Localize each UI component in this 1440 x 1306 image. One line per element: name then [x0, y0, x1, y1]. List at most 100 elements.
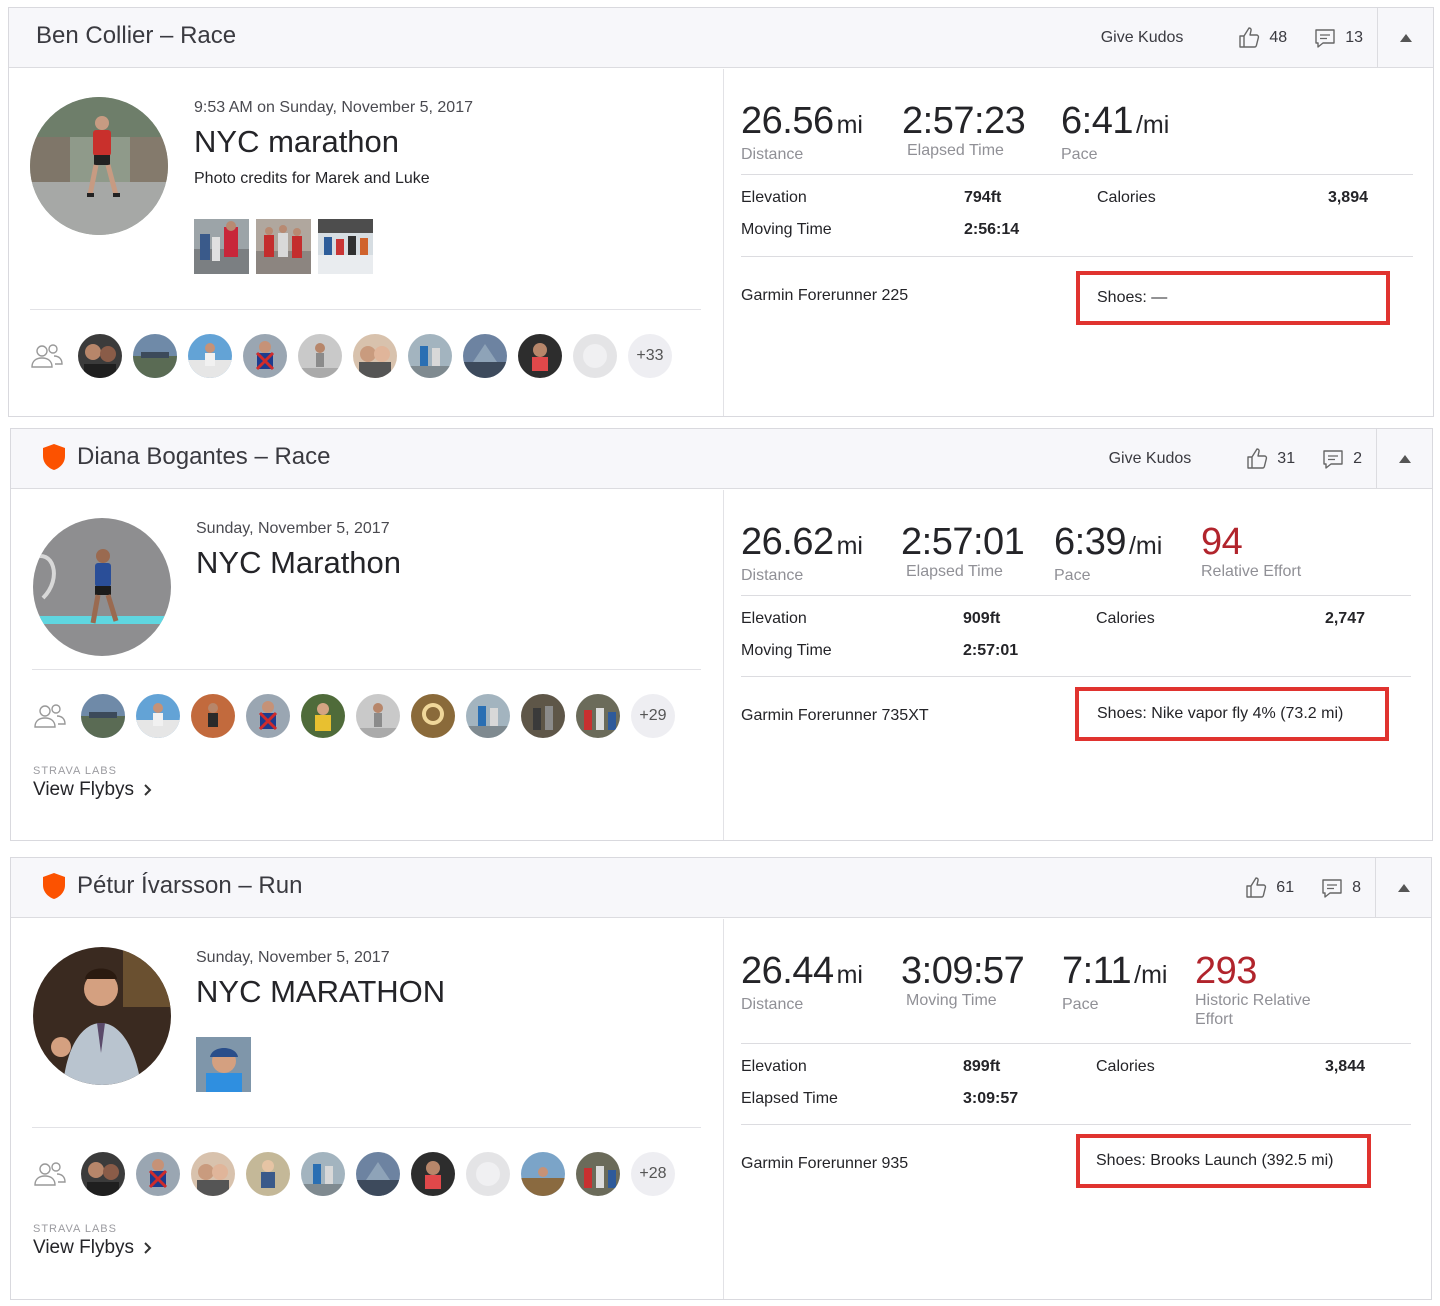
comment-count[interactable]: 2	[1321, 447, 1362, 471]
comment-count[interactable]: 13	[1313, 26, 1363, 50]
group-athlete-avatar[interactable]	[521, 694, 565, 738]
avatar[interactable]	[30, 97, 168, 235]
group-athlete-avatar[interactable]	[191, 1152, 235, 1196]
activity-title[interactable]: Pétur Ívarsson – Run	[41, 872, 302, 900]
group-athlete-avatar[interactable]	[301, 1152, 345, 1196]
activity-title-text[interactable]: Diana Bogantes – Race	[77, 443, 331, 470]
group-athlete-avatar[interactable]	[188, 334, 232, 378]
activity-card: Diana Bogantes – Race Give Kudos 31 2	[10, 428, 1433, 841]
group-athlete-avatar[interactable]	[466, 694, 510, 738]
group-athlete-avatar[interactable]	[521, 1152, 565, 1196]
view-flybys-link[interactable]: View Flybys	[33, 779, 152, 801]
stat-moving-time: 3:09:57 Moving Time	[901, 951, 1025, 1010]
card-header: Pétur Ívarsson – Run 61 8	[11, 858, 1431, 918]
group-athlete-avatar[interactable]	[518, 334, 562, 378]
elapsed-time-label: Elapsed Time	[741, 1090, 838, 1107]
activity-title[interactable]: Ben Collier – Race	[36, 22, 236, 50]
group-athlete-avatar[interactable]	[81, 694, 125, 738]
group-icon[interactable]	[33, 1160, 67, 1188]
more-athletes-count[interactable]: +29	[631, 694, 675, 738]
activity-description: Photo credits for Marek and Luke	[194, 170, 430, 187]
give-kudos-button[interactable]: Give Kudos	[1108, 450, 1192, 467]
group-athlete-avatar[interactable]	[411, 694, 455, 738]
collapse-button[interactable]	[1375, 858, 1431, 918]
group-athlete-avatar[interactable]	[298, 334, 342, 378]
activity-name[interactable]: NYC Marathon	[196, 545, 402, 580]
group-athlete-avatar[interactable]	[78, 334, 122, 378]
kudos-count[interactable]: 61	[1244, 876, 1294, 900]
calories-value: 3,894	[1327, 189, 1368, 206]
avatar[interactable]	[33, 947, 171, 1085]
thumbs-up-icon	[1247, 448, 1268, 469]
stat-label: Distance	[741, 996, 804, 1013]
group-athlete-avatar[interactable]	[356, 694, 400, 738]
activity-photo[interactable]	[194, 219, 249, 274]
divider	[741, 1043, 1411, 1044]
chevron-right-icon	[144, 1242, 152, 1254]
divider	[741, 595, 1411, 596]
activity-title[interactable]: Diana Bogantes – Race	[41, 443, 331, 471]
stat-label: Elapsed Time	[906, 563, 1003, 580]
card-header: Ben Collier – Race Give Kudos 48 13	[9, 8, 1433, 68]
elevation-label: Elevation	[741, 189, 807, 206]
stat-relative-effort[interactable]: 94 Relative Effort	[1201, 522, 1301, 581]
collapse-button[interactable]	[1376, 429, 1432, 489]
activity-summary: Sunday, November 5, 2017 NYC MARATHON +2…	[11, 919, 724, 1299]
activity-date: 9:53 AM on Sunday, November 5, 2017	[194, 99, 473, 116]
kudos-count[interactable]: 48	[1237, 26, 1287, 50]
group-athlete-avatar[interactable]	[246, 694, 290, 738]
group-icon[interactable]	[33, 702, 67, 730]
group-athlete-avatar[interactable]	[301, 694, 345, 738]
group-athlete-avatar[interactable]	[136, 1152, 180, 1196]
group-athlete-avatar[interactable]	[576, 1152, 620, 1196]
stat-distance: 26.44 mi Distance	[741, 951, 863, 1014]
stat-distance: 26.62 mi Distance	[741, 522, 863, 585]
stat-value: 26.44	[741, 950, 834, 992]
athlete-photo	[33, 518, 171, 656]
activity-title-text[interactable]: Pétur Ívarsson – Run	[77, 872, 303, 899]
activity-stats: 26.62 mi Distance 2:57:01 Elapsed Time 6:…	[724, 490, 1432, 840]
group-athlete-avatar[interactable]	[246, 1152, 290, 1196]
view-flybys-link[interactable]: View Flybys	[33, 1237, 152, 1259]
divider	[741, 256, 1413, 257]
collapse-button[interactable]	[1377, 8, 1433, 68]
group-athlete-avatar[interactable]	[576, 694, 620, 738]
stat-label: Historic Relative	[1195, 992, 1311, 1009]
group-athlete-avatar[interactable]	[136, 694, 180, 738]
group-athlete-avatar[interactable]	[243, 334, 287, 378]
activity-name[interactable]: NYC marathon	[194, 124, 400, 159]
more-athletes-count[interactable]: +28	[631, 1152, 675, 1196]
group-athlete-avatar[interactable]	[353, 334, 397, 378]
kudos-count[interactable]: 31	[1245, 447, 1295, 471]
activity-photos	[196, 1037, 251, 1092]
comment-count[interactable]: 8	[1320, 876, 1361, 900]
more-athletes-count[interactable]: +33	[628, 334, 672, 378]
activity-photo[interactable]	[318, 219, 373, 274]
moving-time-value: 2:57:01	[963, 642, 1019, 659]
group-athlete-avatar[interactable]	[463, 334, 507, 378]
stat-value: 26.56	[741, 100, 834, 142]
activity-title-text[interactable]: Ben Collier – Race	[36, 22, 237, 49]
give-kudos-button[interactable]: Give Kudos	[1100, 29, 1184, 46]
activity-photo[interactable]	[196, 1037, 251, 1092]
elapsed-time-value: 3:09:57	[963, 1090, 1019, 1107]
group-athlete-avatar[interactable]	[356, 1152, 400, 1196]
group-athlete-avatar[interactable]	[408, 334, 452, 378]
divider	[741, 1124, 1411, 1125]
group-icon[interactable]	[30, 342, 64, 370]
stat-label: Moving Time	[906, 992, 997, 1009]
group-athlete-avatar[interactable]	[191, 694, 235, 738]
group-athlete-avatar[interactable]	[573, 334, 617, 378]
shoes-highlight: Shoes: Nike vapor fly 4% (73.2 mi)	[1075, 687, 1389, 741]
stat-label: Pace	[1054, 567, 1091, 584]
group-athlete-avatar[interactable]	[411, 1152, 455, 1196]
view-flybys-text: View Flybys	[33, 779, 135, 800]
group-athlete-avatar[interactable]	[133, 334, 177, 378]
activity-name[interactable]: NYC MARATHON	[196, 974, 446, 1009]
activity-photo[interactable]	[256, 219, 311, 274]
group-athlete-avatar[interactable]	[81, 1152, 125, 1196]
group-athlete-avatar[interactable]	[466, 1152, 510, 1196]
kudos-count-text: 48	[1269, 29, 1288, 46]
stat-historic-relative-effort[interactable]: 293 Historic Relative Effort	[1195, 951, 1311, 1029]
avatar[interactable]	[33, 518, 171, 656]
